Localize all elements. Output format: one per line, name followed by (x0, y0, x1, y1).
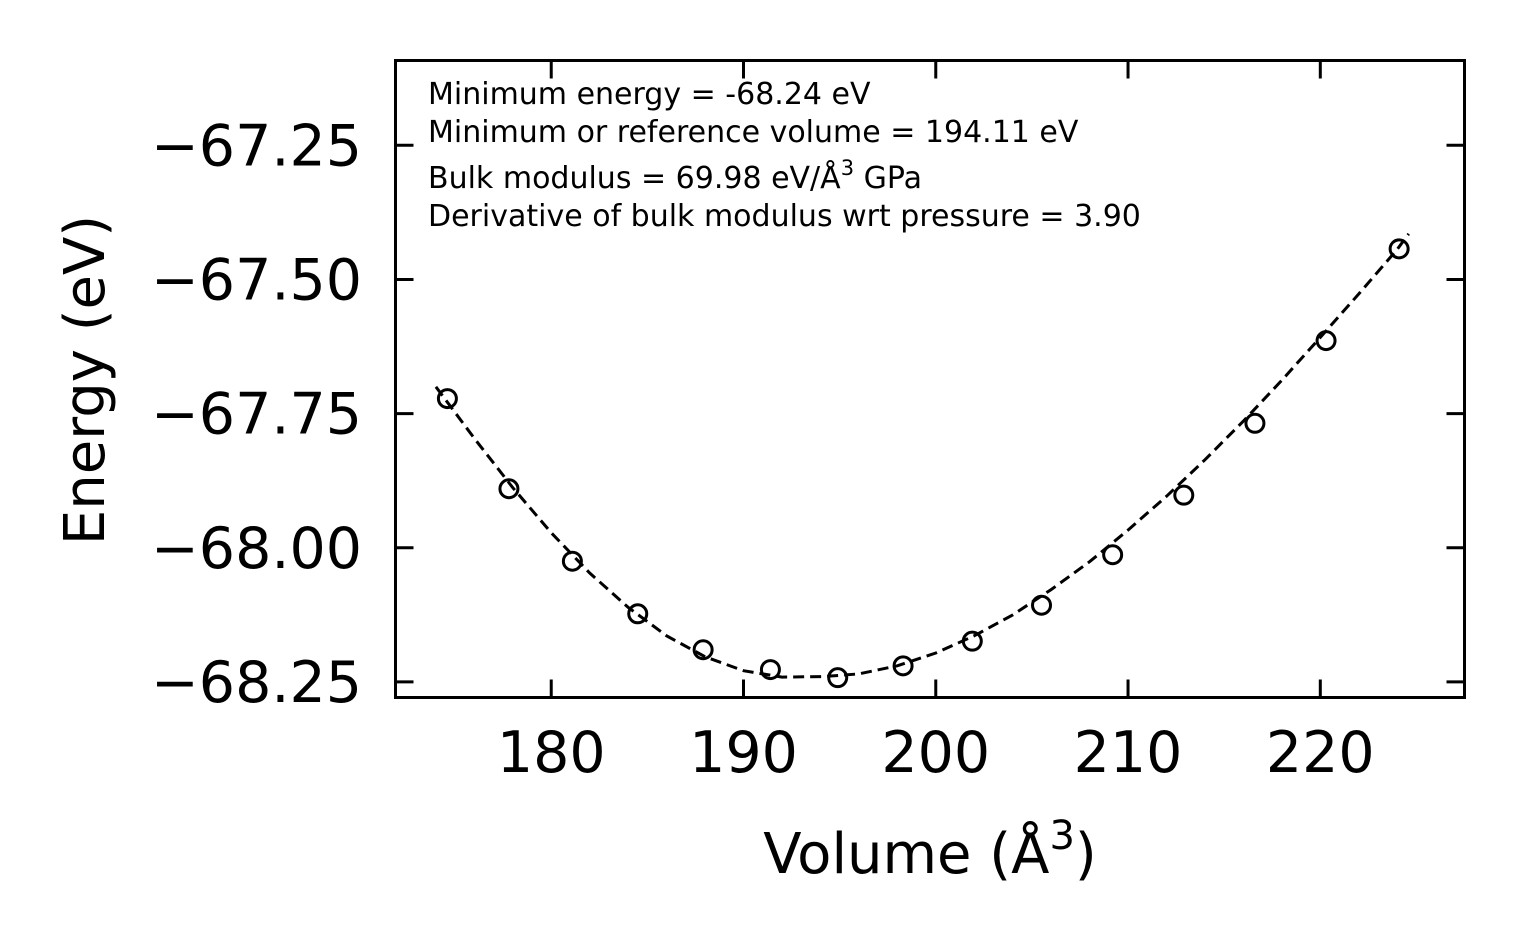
annotation-bulk-modulus-tail: GPa (854, 161, 922, 196)
x-axis-label-end: ) (1075, 822, 1097, 887)
data-point (561, 550, 583, 572)
data-point (1031, 594, 1053, 616)
annotation-min-energy: Minimum energy = -68.24 eV (428, 77, 871, 112)
data-point (498, 478, 520, 500)
data-point (892, 655, 914, 677)
data-point (827, 667, 849, 689)
y-tick-label: −67.75 (151, 382, 362, 448)
data-point (692, 639, 714, 661)
annotation-bulk-modulus-derivative: Derivative of bulk modulus wrt pressure … (428, 199, 1141, 234)
x-tick-label: 180 (497, 720, 606, 786)
x-tick-label: 210 (1074, 720, 1183, 786)
fit-curve (434, 232, 1410, 679)
y-tick-label: −67.25 (151, 113, 362, 179)
x-axis-ticks: 180 190 200 210 220 (497, 60, 1375, 786)
data-points (436, 238, 1410, 689)
y-tick-label: −67.50 (151, 247, 362, 313)
data-point (436, 388, 458, 410)
y-tick-label: −68.00 (151, 516, 362, 582)
y-tick-label: −68.25 (151, 650, 362, 716)
x-axis-label-text: Volume (Å (763, 821, 1049, 887)
plot-frame (394, 59, 1466, 699)
annotation-min-volume: Minimum or reference volume = 194.11 eV (428, 115, 1079, 150)
annotation-bulk-modulus-sup: 3 (841, 156, 854, 180)
data-point (627, 603, 649, 625)
data-point (759, 659, 781, 681)
data-point (1173, 484, 1195, 506)
fit-annotations: Minimum energy = -68.24 eV Minimum or re… (428, 77, 1141, 234)
annotation-bulk-modulus-text: Bulk modulus = 69.98 eV/Å (428, 160, 841, 196)
data-point (961, 630, 983, 652)
data-point (1388, 238, 1410, 260)
y-axis-label: Energy (eV) (53, 215, 118, 545)
x-axis-label: Volume (Å3) (763, 813, 1097, 887)
data-point (1102, 544, 1124, 566)
y-axis-ticks: −67.25 −67.50 −67.75 −68.00 −68.25 (151, 113, 1465, 716)
data-point (1315, 330, 1337, 352)
x-axis-label-sup: 3 (1049, 813, 1074, 859)
x-tick-label: 220 (1266, 720, 1375, 786)
data-point (1244, 412, 1266, 434)
annotation-bulk-modulus: Bulk modulus = 69.98 eV/Å3 GPa (428, 156, 922, 196)
x-tick-label: 190 (689, 720, 798, 786)
x-tick-label: 200 (881, 720, 990, 786)
